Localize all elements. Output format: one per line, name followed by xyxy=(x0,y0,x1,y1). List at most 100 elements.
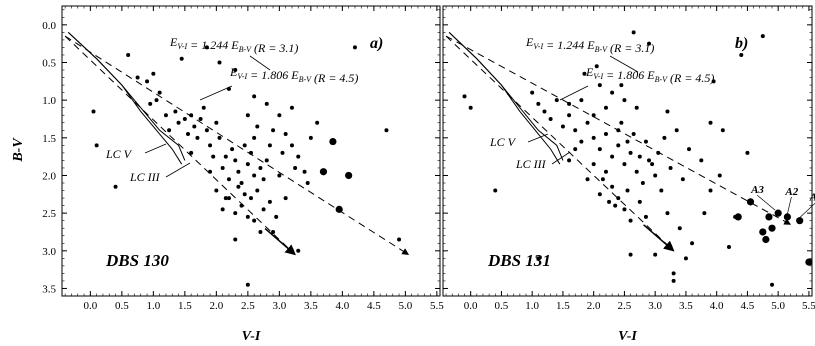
x-tick-label: 5.5 xyxy=(430,300,444,312)
luminosity-class-label: LC III xyxy=(515,157,547,171)
star-point xyxy=(261,177,266,182)
star-point xyxy=(245,113,250,118)
label-part: = 1.806 E xyxy=(247,68,299,82)
label-subscript: B-V xyxy=(655,75,669,84)
lc-leader xyxy=(527,133,549,143)
x-tick-label: 2.5 xyxy=(618,300,632,312)
star-point xyxy=(280,150,285,155)
star-point xyxy=(717,173,722,178)
star-point xyxy=(637,199,642,204)
star-point xyxy=(255,124,260,129)
x-tick-label: 1.5 xyxy=(556,300,570,312)
plot-frame xyxy=(61,5,441,297)
star-point xyxy=(597,147,602,152)
label-part: = 1.244 E xyxy=(187,38,239,52)
star-point xyxy=(245,214,250,219)
x-tick-label: 3.5 xyxy=(304,300,318,312)
y-axis-label: B-V xyxy=(11,137,26,163)
cluster-name: DBS 131 xyxy=(487,251,551,270)
star-point xyxy=(603,132,608,137)
star-point xyxy=(261,207,266,212)
star-point xyxy=(640,181,645,186)
star-point xyxy=(536,256,541,261)
reddening-line xyxy=(445,35,675,252)
label-part: E xyxy=(525,35,534,49)
x-tick-label: 4.0 xyxy=(710,300,724,312)
reddening-arrow xyxy=(643,224,675,252)
star-point-large xyxy=(746,198,755,206)
x-tick-label: 0.5 xyxy=(115,300,129,312)
star-point xyxy=(628,150,633,155)
star-point-large xyxy=(768,224,776,232)
star-id-label: A3 xyxy=(750,184,764,196)
star-point xyxy=(582,71,587,76)
star-point xyxy=(628,252,633,257)
star-point xyxy=(643,139,648,144)
star-point xyxy=(567,113,572,118)
star-point xyxy=(267,199,272,204)
star-point xyxy=(668,165,673,170)
cluster-name: DBS 130 xyxy=(105,251,169,270)
star-point xyxy=(157,90,162,95)
star-point xyxy=(233,158,238,163)
x-tick-label: 0.0 xyxy=(83,300,97,312)
star-point-large xyxy=(774,209,782,217)
star-point xyxy=(579,139,584,144)
star-point-large xyxy=(329,137,337,146)
star-id-label: A1 xyxy=(809,192,815,204)
star-point xyxy=(702,211,707,216)
star-point xyxy=(252,173,257,178)
star-point xyxy=(91,109,96,114)
annotation-leader xyxy=(249,55,271,71)
star-point xyxy=(647,41,652,46)
panel-b: 0.0 0.5 1.0 1.5 2.0 2.5 3.0 3.5 4.0 4.5 5.0 5.5V-IE… xyxy=(442,5,815,344)
star-point-large xyxy=(345,171,353,180)
luminosity-class-sequence xyxy=(67,31,183,165)
star-point xyxy=(542,109,547,114)
star-point xyxy=(637,154,642,159)
star-point xyxy=(242,143,247,148)
x-tick-label: 2.0 xyxy=(587,300,601,312)
star-point xyxy=(258,229,263,234)
star-point xyxy=(201,105,206,110)
star-point xyxy=(671,271,676,276)
star-point xyxy=(600,177,605,182)
panel-tag: b) xyxy=(735,35,748,52)
star-point-large xyxy=(335,205,343,213)
label-subscript: B-V xyxy=(299,75,313,84)
x-tick-label: 0.0 xyxy=(464,300,478,312)
star-point-large xyxy=(762,235,770,244)
x-tick-label: 4.5 xyxy=(367,300,381,312)
star-point xyxy=(223,196,228,201)
x-tick-label: 4.0 xyxy=(335,300,349,312)
star-point xyxy=(603,169,608,174)
star-point xyxy=(610,154,615,159)
star-id-leader xyxy=(787,196,792,214)
star-point xyxy=(597,192,602,197)
luminosity-class-label: LC III xyxy=(129,170,161,184)
star-point xyxy=(603,105,608,110)
x-tick-label: 5.5 xyxy=(802,300,815,312)
y-tick-label: 1.0 xyxy=(42,95,56,107)
star-point xyxy=(634,169,639,174)
star-point xyxy=(683,256,688,261)
star-point xyxy=(239,181,244,186)
star-id-leader xyxy=(799,202,815,218)
star-point xyxy=(536,101,541,106)
star-point xyxy=(468,105,473,110)
star-point xyxy=(220,207,225,212)
reddening-law-label: EV-I = 1.244 EB-V (R = 3.1) xyxy=(169,35,298,55)
star-point xyxy=(264,101,269,106)
star-point xyxy=(548,116,553,121)
star-point xyxy=(145,79,150,84)
star-point xyxy=(296,248,301,253)
star-point xyxy=(567,101,572,106)
star-point xyxy=(560,124,565,129)
star-point xyxy=(245,162,250,167)
reddening-line xyxy=(64,35,296,256)
star-point xyxy=(591,162,596,167)
star-point xyxy=(233,68,238,73)
star-point xyxy=(650,162,655,167)
star-point xyxy=(252,94,257,99)
